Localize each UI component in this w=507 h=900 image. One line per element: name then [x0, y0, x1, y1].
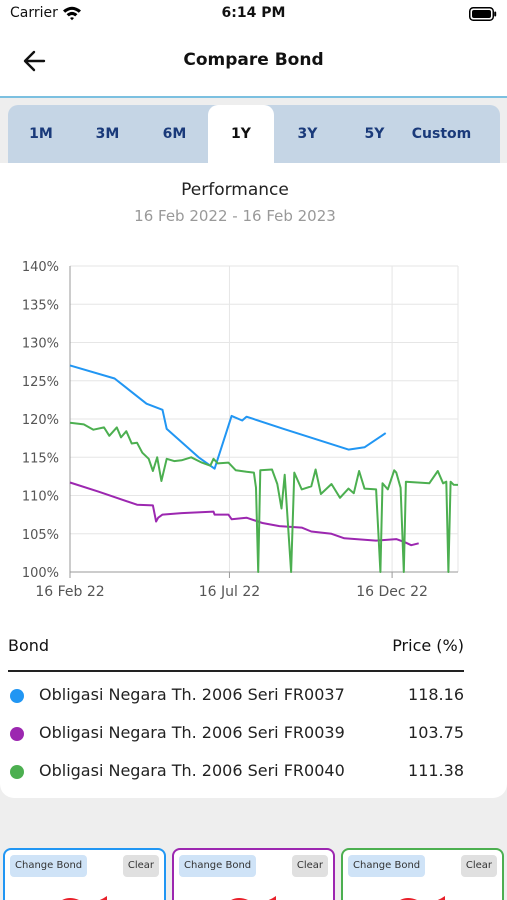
bond-selector-1: Change Bond Clear — [3, 848, 166, 900]
tab-3y[interactable]: 3Y — [297, 126, 318, 142]
x-tick-label: 16 Jul 22 — [199, 584, 260, 600]
y-tick-label: 125% — [22, 375, 59, 390]
series-line-2 — [69, 481, 419, 547]
y-tick-label: 120% — [22, 413, 59, 428]
bond-selector-2: Change Bond Clear — [172, 848, 335, 900]
tab-1m[interactable]: 1M — [29, 126, 53, 142]
battery-icon — [469, 7, 497, 21]
tab-1y[interactable]: 1Y — [208, 105, 274, 163]
change-bond-button[interactable]: Change Bond — [10, 855, 88, 877]
clear-button[interactable]: Clear — [291, 855, 328, 877]
status-bar: Carrier 6:14 PM — [0, 0, 507, 30]
chart-date-range: 16 Feb 2022 - 16 Feb 2023 — [134, 207, 336, 225]
change-bond-button[interactable]: Change Bond — [179, 855, 257, 877]
bond-price: 118.16 — [408, 685, 464, 704]
flag-icon — [400, 896, 445, 900]
page-title: Compare Bond — [183, 50, 324, 70]
flag-icon — [62, 896, 107, 900]
bond-row: Obligasi Negara Th. 2006 Seri FR0039 103… — [8, 720, 464, 750]
bond-name: Obligasi Negara Th. 2006 Seri FR0037 — [39, 685, 345, 704]
y-tick-label: 105% — [22, 528, 59, 543]
y-tick-label: 130% — [22, 337, 59, 352]
tab-custom[interactable]: Custom — [411, 126, 472, 142]
bond-row: Obligasi Negara Th. 2006 Seri FR0037 118… — [8, 682, 464, 712]
bond-selector-3: Change Bond Clear — [341, 848, 504, 900]
bond-price: 103.75 — [408, 723, 464, 742]
bond-name: Obligasi Negara Th. 2006 Seri FR0039 — [39, 723, 345, 742]
clear-button[interactable]: Clear — [122, 855, 159, 877]
y-tick-label: 115% — [22, 451, 59, 466]
flag-icon — [231, 896, 276, 900]
arrow-left-icon — [23, 50, 46, 72]
y-tick-label: 100% — [22, 566, 59, 581]
wifi-icon — [63, 6, 81, 21]
status-time: 6:14 PM — [221, 5, 286, 21]
bond-name: Obligasi Negara Th. 2006 Seri FR0040 — [39, 761, 345, 780]
tab-5y[interactable]: 5Y — [364, 126, 385, 142]
clear-button[interactable]: Clear — [460, 855, 497, 877]
bond-table-header: Bond Price (%) — [8, 636, 464, 672]
series-line-1 — [69, 364, 387, 470]
performance-card: Performance 16 Feb 2022 - 16 Feb 2023 10… — [0, 163, 507, 798]
series-dot-icon — [10, 689, 24, 703]
period-tabs: 1M 3M 6M 1Y 3Y 5Y Custom — [8, 105, 500, 163]
y-tick-label: 140% — [22, 260, 59, 275]
series-line-3 — [69, 421, 459, 573]
x-tick-label: 16 Feb 22 — [35, 584, 104, 600]
tab-6m[interactable]: 6M — [162, 126, 187, 142]
chart-title: Performance — [181, 180, 289, 200]
price-column-header: Price (%) — [392, 636, 464, 655]
tab-3m[interactable]: 3M — [95, 126, 120, 142]
bond-price: 111.38 — [408, 761, 464, 780]
bond-row: Obligasi Negara Th. 2006 Seri FR0040 111… — [8, 758, 464, 788]
back-button[interactable] — [18, 46, 52, 76]
carrier-label: Carrier — [10, 5, 58, 21]
performance-chart: 100% 105% 110% 115% 120% 125% 130% 135% 140% 16 F… — [22, 260, 459, 600]
x-tick-label: 16 Dec 22 — [356, 584, 428, 600]
y-tick-label: 110% — [22, 490, 59, 505]
y-tick-label: 135% — [22, 298, 59, 313]
change-bond-button[interactable]: Change Bond — [348, 855, 426, 877]
bond-column-header: Bond — [8, 636, 50, 655]
series-dot-icon — [10, 765, 24, 779]
series-dot-icon — [10, 727, 24, 741]
app-header: Compare Bond — [0, 30, 507, 98]
